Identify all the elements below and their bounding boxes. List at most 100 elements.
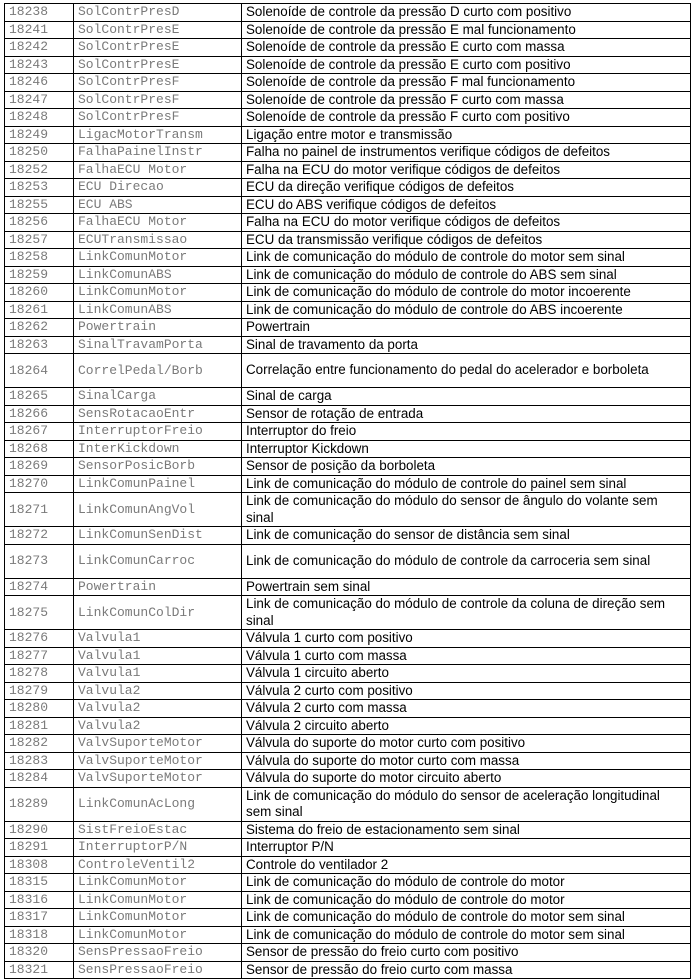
code-cell: 18274 — [4, 577, 74, 596]
description-cell: Sensor de posição da borboleta — [241, 457, 691, 476]
description-cell: Válvula do suporte do motor circuito abe… — [241, 769, 691, 788]
code-cell: 18271 — [4, 492, 74, 527]
table-row: 18308 ControleVentil2 Controle do ventilad… — [4, 855, 691, 874]
name-cell: Valvula1 — [73, 646, 242, 665]
table-row: 18289 LinkComunAcLong Link de comunicação … — [4, 786, 691, 822]
description-cell: Solenoíde de controle da pressão E curto… — [241, 55, 691, 74]
name-cell: Valvula1 — [73, 629, 242, 648]
table-row: 18250 FalhaPainelInstr Falha no painel de … — [4, 143, 691, 162]
code-cell: 18290 — [4, 820, 74, 839]
table-row: 18257 ECUTransmissao ECU da transmissão ve… — [4, 230, 691, 249]
name-cell: InterKickdown — [73, 439, 242, 458]
code-cell: 18283 — [4, 751, 74, 770]
code-cell: 18242 — [4, 38, 74, 57]
name-cell: SensRotacaoEntr — [73, 404, 242, 423]
name-cell: Valvula1 — [73, 664, 242, 683]
name-cell: InterruptorP/N — [73, 838, 242, 857]
name-cell: ECU ABS — [73, 195, 242, 214]
code-cell: 18269 — [4, 457, 74, 476]
table-row: 18280 Valvula2 Válvula 2 curto com massa — [4, 699, 691, 718]
code-cell: 18282 — [4, 734, 74, 753]
description-cell: Válvula do suporte do motor curto com ma… — [241, 751, 691, 770]
code-cell: 18247 — [4, 90, 74, 109]
description-cell: Link de comunicação do módulo de control… — [241, 543, 691, 579]
table-row: 18272 LinkComunSenDist Link de comunicação… — [4, 526, 691, 545]
name-cell: ECUTransmissao — [73, 230, 242, 249]
code-cell: 18289 — [4, 786, 74, 822]
table-row: 18266 SensRotacaoEntr Sensor de rotação de… — [4, 404, 691, 423]
table-row: 18276 Valvula1 Válvula 1 curto com positiv… — [4, 629, 691, 648]
table-row: 18283 ValvSuporteMotor Válvula do suporte … — [4, 751, 691, 770]
table-row: 18248 SolContrPresF Solenoíde de controle … — [4, 108, 691, 127]
description-cell: Solenoíde de controle da pressão F mal f… — [241, 73, 691, 92]
description-cell: Solenoíde de controle da pressão D curto… — [241, 3, 691, 22]
table-row: 18249 LigacMotorTransm Ligação entre motor… — [4, 125, 691, 144]
name-cell: LinkComunMotor — [73, 925, 242, 944]
code-cell: 18318 — [4, 925, 74, 944]
description-cell: Solenoíde de controle da pressão E mal f… — [241, 20, 691, 39]
table-row: 18273 LinkComunCarroc Link de comunicação … — [4, 543, 691, 579]
code-cell: 18281 — [4, 716, 74, 735]
code-cell: 18308 — [4, 855, 74, 874]
code-cell: 18252 — [4, 160, 74, 179]
name-cell: LinkComunAngVol — [73, 492, 242, 527]
name-cell: SinalTravamPorta — [73, 335, 242, 354]
code-cell: 18264 — [4, 353, 74, 388]
name-cell: LinkComunCarroc — [73, 543, 242, 579]
code-cell: 18256 — [4, 213, 74, 232]
description-cell: Link de comunicação do módulo de control… — [241, 248, 691, 267]
description-cell: Solenoíde de controle da pressão F curto… — [241, 108, 691, 127]
description-cell: Falha no painel de instrumentos verifiqu… — [241, 143, 691, 162]
table-row: 18267 InterruptorFreio Interruptor do frei… — [4, 422, 691, 441]
description-cell: Válvula 1 circuito aberto — [241, 664, 691, 683]
code-cell: 18249 — [4, 125, 74, 144]
table-row: 18247 SolContrPresF Solenoíde de controle … — [4, 90, 691, 109]
code-cell: 18321 — [4, 960, 74, 979]
name-cell: LinkComunColDir — [73, 595, 242, 630]
table-row: 18278 Valvula1 Válvula 1 circuito aberto — [4, 664, 691, 683]
table-row: 18241 SolContrPresE Solenoíde de controle … — [4, 20, 691, 39]
code-cell: 18317 — [4, 908, 74, 927]
description-cell: Link de comunicação do módulo do sensor … — [241, 786, 691, 822]
description-cell: Link de comunicação do módulo de control… — [241, 925, 691, 944]
name-cell: Valvula2 — [73, 681, 242, 700]
description-cell: Válvula 2 curto com positivo — [241, 681, 691, 700]
name-cell: SensorPosicBorb — [73, 457, 242, 476]
description-cell: Solenoíde de controle da pressão F curto… — [241, 90, 691, 109]
description-cell: Válvula 1 curto com positivo — [241, 629, 691, 648]
table-row: 18318 LinkComunMotor Link de comunicação d… — [4, 925, 691, 944]
table-row: 18321 SensPressaoFreio Sensor de pressão d… — [4, 960, 691, 979]
name-cell: SinalCarga — [73, 387, 242, 406]
name-cell: SolContrPresE — [73, 20, 242, 39]
name-cell: ECU Direcao — [73, 178, 242, 197]
description-cell: Sensor de pressão do freio curto com pos… — [241, 943, 691, 962]
code-cell: 18268 — [4, 439, 74, 458]
description-cell: Sinal de carga — [241, 387, 691, 406]
description-cell: Sistema do freio de estacionamento sem s… — [241, 820, 691, 839]
table-row: 18291 InterruptorP/N Interruptor P/N — [4, 838, 691, 857]
table-row: 18256 FalhaECU Motor Falha na ECU do motor… — [4, 213, 691, 232]
table-row: 18290 SistFreioEstac Sistema do freio de e… — [4, 820, 691, 839]
name-cell: SolContrPresD — [73, 3, 242, 22]
name-cell: FalhaECU Motor — [73, 213, 242, 232]
description-cell: Sinal de travamento da porta — [241, 335, 691, 354]
code-cell: 18257 — [4, 230, 74, 249]
name-cell: LinkComunMotor — [73, 283, 242, 302]
description-cell: Controle do ventilador 2 — [241, 855, 691, 874]
name-cell: CorrelPedal/Borb — [73, 353, 242, 388]
code-cell: 18250 — [4, 143, 74, 162]
table-row: 18258 LinkComunMotor Link de comunicação d… — [4, 248, 691, 267]
code-cell: 18248 — [4, 108, 74, 127]
name-cell: SolContrPresF — [73, 73, 242, 92]
code-cell: 18261 — [4, 300, 74, 319]
table-row: 18317 LinkComunMotor Link de comunicação d… — [4, 908, 691, 927]
name-cell: ValvSuporteMotor — [73, 751, 242, 770]
code-cell: 18276 — [4, 629, 74, 648]
description-cell: Powertrain — [241, 318, 691, 337]
table-row: 18316 LinkComunMotor Link de comunicação d… — [4, 890, 691, 909]
name-cell: LigacMotorTransm — [73, 125, 242, 144]
name-cell: SensPressaoFreio — [73, 960, 242, 979]
name-cell: SolContrPresE — [73, 55, 242, 74]
table-row: 18284 ValvSuporteMotor Válvula do suporte … — [4, 769, 691, 788]
code-cell: 18265 — [4, 387, 74, 406]
